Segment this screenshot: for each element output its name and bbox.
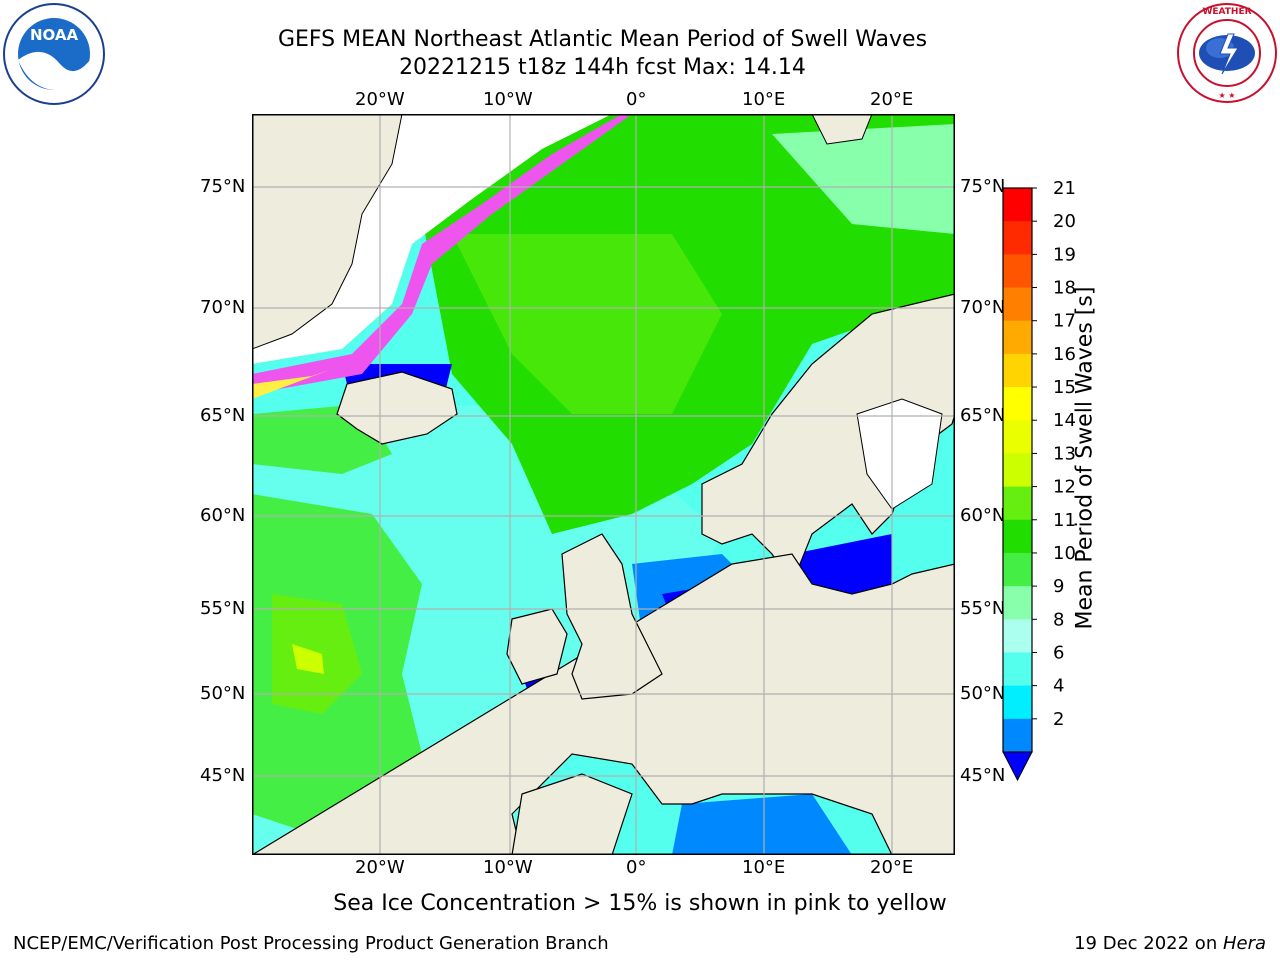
- chart-title-line1: GEFS MEAN Northeast Atlantic Mean Period…: [277, 27, 928, 52]
- footer-date: 19 Dec 2022 on: [1074, 933, 1223, 954]
- colorbar-tick-label: 14: [1053, 410, 1076, 431]
- colorbar-bin: [1003, 353, 1032, 388]
- lon-label-top-10w: 10°W: [483, 89, 533, 110]
- colorbar-frame: [1002, 187, 1033, 753]
- colorbar-bin: [1003, 420, 1032, 454]
- colorbar-tick-label: 4: [1053, 676, 1064, 697]
- lat-label-right-75n: 75°N: [960, 176, 1006, 197]
- lon-label-bottom-10e: 10°E: [742, 857, 786, 878]
- swell-region-green-light: [452, 234, 722, 414]
- svg-text:WEATHER: WEATHER: [1202, 7, 1251, 17]
- colorbar-tick-label: 15: [1053, 377, 1076, 398]
- lon-label-top-10e: 10°E: [742, 89, 786, 110]
- footer-left: NCEP/EMC/Verification Post Processing Pr…: [13, 933, 609, 954]
- graticule: [252, 114, 955, 855]
- colorbar-tick-label: 9: [1053, 576, 1064, 597]
- swell-max-patch: [292, 644, 324, 674]
- sea-ice-yellow: [252, 369, 332, 399]
- greenland-landmass: [252, 114, 403, 350]
- colorbar-tick-label: 20: [1053, 211, 1076, 232]
- lat-label-left-65n: 65°N: [200, 405, 246, 426]
- colorbar-tick-label: 13: [1053, 443, 1076, 464]
- lat-label-left-70n: 70°N: [200, 297, 246, 318]
- lat-label-left-60n: 60°N: [200, 505, 246, 526]
- lat-label-right-45n: 45°N: [960, 765, 1006, 786]
- colorbar-tick-label: 17: [1053, 311, 1076, 332]
- colorbar-bin: [1003, 652, 1032, 687]
- sea-ice-edge: [252, 114, 632, 394]
- colorbar-bin: [1003, 221, 1032, 255]
- swell-region-blue-med: [672, 794, 852, 855]
- lat-label-left-75n: 75°N: [200, 176, 246, 197]
- gulf-of-bothnia: [856, 398, 943, 510]
- footer-right: 19 Dec 2022 on Hera: [1074, 933, 1266, 955]
- lon-label-top-20e: 20°E: [870, 89, 914, 110]
- colorbar-bin: [1003, 188, 1032, 222]
- svg-text:★ ★: ★ ★: [1219, 91, 1236, 100]
- colorbar-tick-label: 12: [1053, 477, 1076, 498]
- colorbar-bin: [1003, 619, 1032, 653]
- lon-label-bottom-20w: 20°W: [355, 857, 405, 878]
- nws-logo: WEATHER ★ ★: [1177, 3, 1277, 103]
- lat-label-right-60n: 60°N: [960, 505, 1006, 526]
- colorbar-bin: [1003, 552, 1032, 587]
- lat-label-left-45n: 45°N: [200, 765, 246, 786]
- colorbar: 21 20 19 18 17 16 15 14 13 12 11 10 9 8 6 4 2: [1002, 180, 1076, 782]
- colorbar-label: Mean Period of Swell Waves [s]: [1072, 286, 1098, 630]
- lat-label-right-55n: 55°N: [960, 598, 1006, 619]
- colorbar-tick-label: 6: [1053, 642, 1064, 663]
- lon-label-bottom-0: 0°: [626, 857, 647, 878]
- noaa-logo: NOAA: [3, 3, 105, 105]
- lat-label-left-55n: 55°N: [200, 598, 246, 619]
- colorbar-tick-label: 8: [1053, 609, 1064, 630]
- colorbar-tick-label: 19: [1053, 244, 1076, 265]
- noaa-logo-text: NOAA: [30, 26, 79, 44]
- iberia-landmass: [511, 773, 633, 855]
- lat-label-left-50n: 50°N: [200, 683, 246, 704]
- colorbar-bin: [1003, 387, 1032, 421]
- lon-label-top-20w: 20°W: [355, 89, 405, 110]
- lon-label-top-0: 0°: [626, 89, 647, 110]
- colorbar-tick-label: 2: [1053, 709, 1064, 730]
- footer-host: Hera: [1222, 933, 1266, 954]
- colorbar-bin: [1003, 486, 1032, 521]
- svalbard-landmass: [811, 114, 873, 145]
- swell-period-map: [252, 114, 955, 855]
- colorbar-tick-label: 11: [1053, 510, 1076, 531]
- lat-label-right-70n: 70°N: [960, 297, 1006, 318]
- colorbar-bin: [1003, 287, 1032, 322]
- great-britain-landmass: [561, 533, 663, 700]
- colorbar-bin: [1003, 586, 1032, 620]
- chart-title-line2: 20221215 t18z 144h fcst Max: 14.14: [399, 55, 806, 80]
- sea-ice-caption: Sea Ice Concentration > 15% is shown in …: [333, 891, 947, 916]
- colorbar-tick-label: 18: [1053, 278, 1076, 299]
- map-frame: [252, 114, 955, 855]
- colorbar-tick-label: 21: [1053, 180, 1076, 199]
- lat-label-right-50n: 50°N: [960, 683, 1006, 704]
- colorbar-bin: [1003, 254, 1032, 289]
- lon-label-bottom-20e: 20°E: [870, 857, 914, 878]
- lat-label-right-65n: 65°N: [960, 405, 1006, 426]
- colorbar-bin: [1003, 453, 1032, 488]
- colorbar-bin: [1003, 519, 1032, 554]
- lon-label-bottom-10w: 10°W: [483, 857, 533, 878]
- colorbar-bin: [1003, 320, 1032, 355]
- iceland-landmass: [336, 371, 458, 445]
- colorbar-tick-label: 16: [1053, 344, 1076, 365]
- colorbar-tick-label: 10: [1053, 543, 1076, 564]
- colorbar-bin: [1003, 718, 1032, 753]
- colorbar-under-triangle: [1002, 751, 1033, 782]
- swell-region-mint-ne: [772, 124, 955, 234]
- colorbar-bin: [1003, 685, 1032, 720]
